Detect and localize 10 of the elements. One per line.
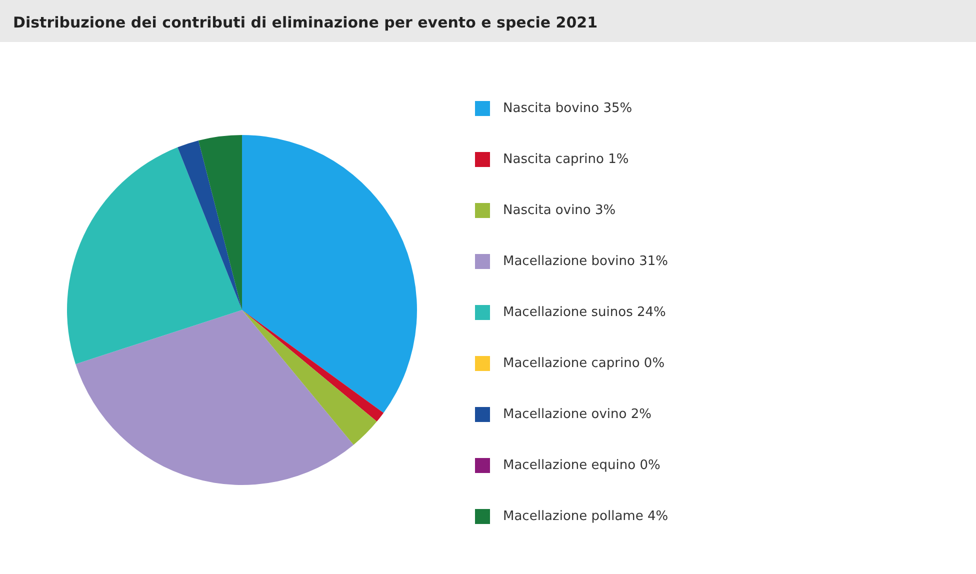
legend-label: Nascita caprino 1% xyxy=(503,152,629,167)
legend-label: Nascita bovino 35% xyxy=(503,101,632,116)
legend-label: Nascita ovino 3% xyxy=(503,203,616,218)
legend-label: Macellazione ovino 2% xyxy=(503,407,652,422)
legend-label: Macellazione equino 0% xyxy=(503,458,660,473)
legend-label: Macellazione pollame 4% xyxy=(503,509,668,524)
legend-label: Macellazione suinos 24% xyxy=(503,305,666,320)
legend-label: Macellazione bovino 31% xyxy=(503,254,668,269)
legend-label: Macellazione caprino 0% xyxy=(503,356,665,371)
chart-title: Distribuzione dei contributi di eliminazione per evento e specie 2021 xyxy=(13,14,598,32)
